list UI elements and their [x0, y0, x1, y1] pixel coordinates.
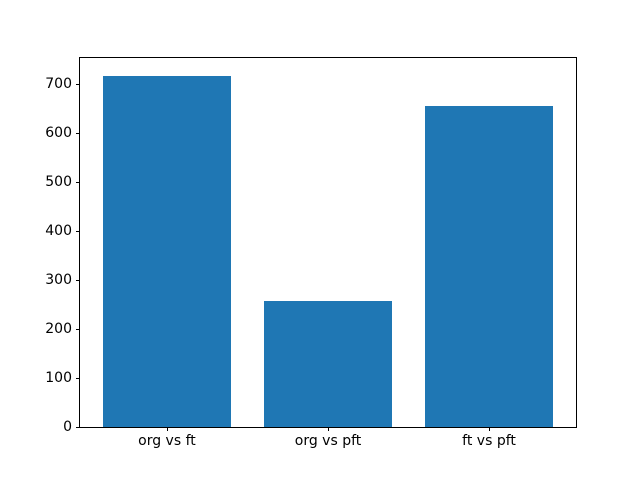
x-tick-label: ft vs pft: [462, 433, 516, 449]
y-tick-label: 400: [45, 222, 72, 239]
bar-org-vs-pft: [263, 300, 393, 427]
x-tick-mark: [489, 427, 491, 431]
y-tick-mark: [76, 427, 80, 428]
x-tick-mark: [328, 427, 329, 431]
y-tick-label: 200: [45, 320, 72, 337]
y-tick-label: 300: [45, 271, 72, 288]
x-tick-mark: [166, 427, 168, 431]
y-tick-mark: [76, 83, 80, 85]
y-tick-mark: [76, 328, 80, 330]
bar-org-vs-ft: [102, 75, 232, 427]
y-tick-mark: [76, 132, 80, 134]
y-tick-label: 600: [45, 124, 72, 141]
y-tick-label: 100: [45, 369, 72, 386]
bar-ft-vs-pft: [424, 105, 554, 427]
y-tick-label: 700: [45, 75, 72, 92]
y-tick-mark: [76, 279, 80, 281]
y-tick-label: 500: [45, 173, 72, 190]
y-tick-mark: [76, 377, 80, 379]
x-tick-label: org vs pft: [294, 433, 362, 449]
y-tick-label: 0: [63, 419, 72, 435]
x-tick-label: org vs ft: [138, 433, 196, 449]
y-tick-mark: [76, 181, 80, 183]
y-tick-mark: [76, 230, 80, 232]
plot-area: [79, 57, 577, 428]
